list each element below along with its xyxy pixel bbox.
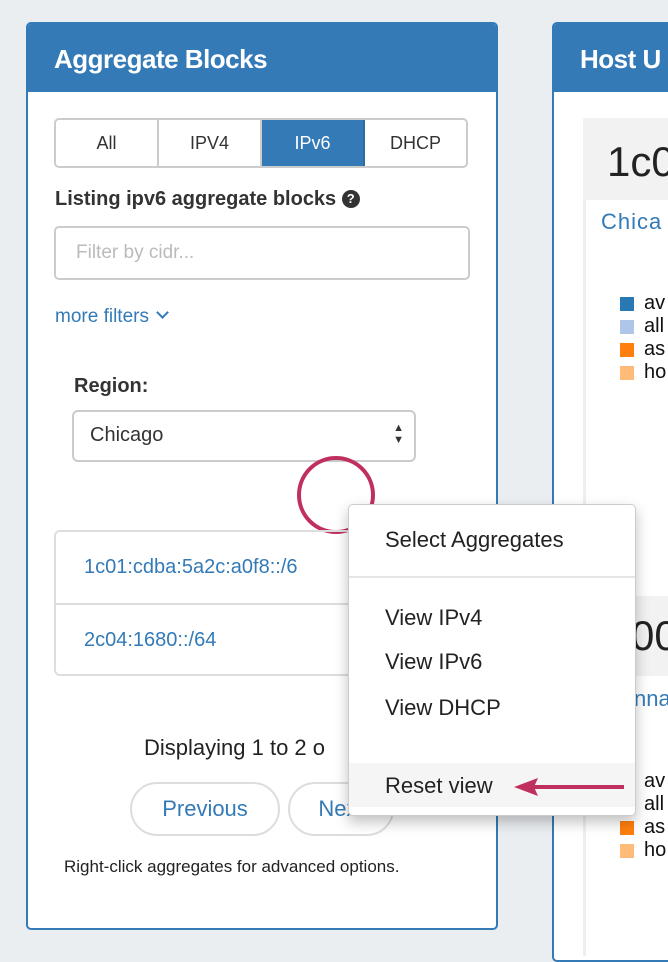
menu-divider	[349, 576, 635, 578]
menu-item-select-aggregates[interactable]: Select Aggregates	[385, 527, 564, 552]
more-filters-link[interactable]: more filters	[55, 306, 170, 328]
more-filters-label: more filters	[55, 306, 149, 327]
menu-item-view-ipv4[interactable]: View IPv4	[385, 605, 483, 630]
region-label: Region:	[74, 375, 149, 397]
list-item[interactable]: 2c04:1680::/64	[56, 603, 472, 674]
context-menu: Select Aggregates View IPv4 View IPv6 Vi…	[348, 504, 636, 816]
card-title: 1c0	[583, 118, 668, 200]
listing-heading: Listing ipv6 aggregate blocks ?	[55, 188, 360, 211]
pagination-status: Displaying 1 to 2 o	[144, 735, 325, 760]
tab-ipv6[interactable]: IPv6	[262, 120, 365, 166]
list-item[interactable]: 1c01:cdba:5a2c:a0f8::/6	[84, 556, 298, 578]
legend-item: as	[620, 338, 666, 361]
tab-dhcp[interactable]: DHCP	[389, 133, 441, 153]
region-value: Chicago	[90, 424, 164, 446]
legend-item: ho	[620, 839, 666, 862]
card-border	[583, 676, 586, 956]
hint-text: Right-click aggregates for advanced opti…	[64, 857, 400, 876]
click-indicator-circle	[297, 456, 375, 534]
legend-item: av	[620, 292, 666, 315]
legend-item: ho	[620, 361, 666, 384]
card-subtitle[interactable]: nna	[634, 686, 668, 711]
select-arrows-icon: ▲ ▼	[393, 422, 404, 446]
previous-button[interactable]: Previous	[130, 782, 280, 836]
menu-item-reset-view[interactable]: Reset view	[385, 773, 493, 798]
aggregate-blocks-panel: Aggregate Blocks	[26, 22, 498, 930]
panel-title: Host U	[554, 24, 668, 92]
region-select[interactable]: Chicago ▲ ▼	[72, 410, 416, 462]
cidr-filter-input[interactable]: Filter by cidr...	[54, 226, 470, 280]
legend: av all as ho	[620, 292, 666, 384]
annotation-arrow-icon	[514, 778, 624, 796]
card-border	[583, 200, 586, 600]
card-subtitle[interactable]: Chica	[601, 209, 663, 234]
tab-all[interactable]: All	[56, 120, 159, 166]
listing-label: Listing ipv6 aggregate blocks	[55, 188, 337, 210]
panel-title: Aggregate Blocks	[28, 24, 496, 92]
chevron-down-icon	[156, 306, 170, 319]
tab-ipv4[interactable]: IPV4	[159, 120, 262, 166]
type-filter-tabs: All IPV4 IPv6 DHCP	[54, 118, 468, 168]
legend-item: all	[620, 315, 666, 338]
help-icon[interactable]: ?	[341, 190, 360, 208]
menu-item-view-ipv6[interactable]: View IPv6	[385, 649, 483, 674]
legend-item: as	[620, 816, 666, 839]
aggregate-list: 1c01:cdba:5a2c:a0f8::/6 2c04:1680::/64	[54, 530, 474, 676]
menu-item-view-dhcp[interactable]: View DHCP	[385, 695, 501, 720]
